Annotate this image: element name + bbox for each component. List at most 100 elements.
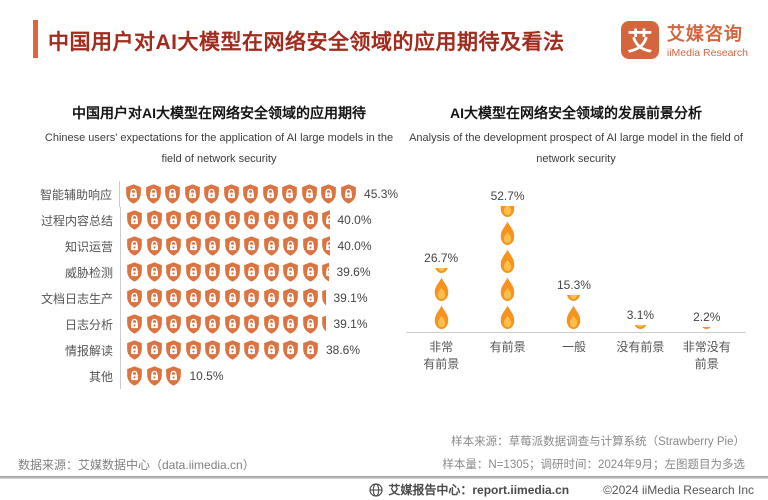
shield-lock-icon	[281, 184, 298, 204]
table-row: 知识运营 40.0%	[40, 233, 398, 259]
brand-logo: 艾 艾媒咨询 iiMedia Research	[620, 20, 748, 59]
table-row: 情报解读 38.6%	[40, 337, 398, 363]
icon-bar	[120, 207, 333, 233]
shield-lock-icon	[126, 210, 143, 230]
shield-lock-icon	[146, 236, 163, 256]
flame-bar: 3.1%	[607, 308, 673, 332]
brand-name-cn: 艾媒咨询	[666, 24, 743, 44]
shield-lock-icon	[301, 184, 318, 204]
icon-bar	[120, 311, 329, 337]
sample-size-note: 样本量：N=1305；调研时间：2024年9月；左图题目为多选	[442, 459, 745, 471]
expectations-pictogram-chart: 中国用户对AI大模型在网络安全领域的应用期待 Chinese users' ex…	[40, 103, 398, 389]
shield-lock-icon	[165, 366, 182, 386]
category-label: 其他	[88, 369, 113, 384]
shield-lock-icon	[165, 340, 182, 360]
axis-category-label: 有前景	[489, 340, 526, 354]
shield-lock-icon	[204, 262, 221, 282]
value-label: 39.6%	[336, 265, 371, 279]
shield-lock-icon-partial	[321, 288, 326, 308]
shield-lock-icon	[302, 288, 319, 308]
icon-bar	[120, 337, 321, 363]
flame-icon	[494, 276, 521, 304]
shield-lock-icon	[126, 366, 143, 386]
shield-lock-icon	[282, 314, 299, 334]
shield-lock-icon	[185, 340, 202, 360]
value-label: 39.1%	[333, 291, 368, 305]
shield-lock-icon	[145, 184, 162, 204]
data-source-note: 数据来源：艾媒数据中心（data.iimedia.cn）	[18, 458, 255, 472]
shield-lock-icon	[282, 262, 299, 282]
header: 中国用户对AI大模型在网络安全领域的应用期待及看法 艾 艾媒咨询 iiMedia…	[33, 18, 748, 64]
table-row: 过程内容总结 40.0%	[40, 207, 398, 233]
shield-lock-icon	[165, 288, 182, 308]
flame-icon	[428, 276, 455, 304]
brand-logo-icon: 艾	[620, 20, 659, 59]
shield-lock-icon	[185, 210, 202, 230]
table-row: 日志分析 39.1%	[40, 311, 398, 337]
sample-notes: 样本来源：草莓派数据调查与计算系统（Strawberry Pie） 样本量：N=…	[442, 431, 745, 477]
axis-category-label: 非常 有前景	[423, 340, 460, 371]
flame-stack	[693, 327, 720, 332]
charts-area: 中国用户对AI大模型在网络安全领域的应用期待 Chinese users' ex…	[40, 103, 746, 389]
icon-bar	[119, 181, 359, 207]
shield-lock-icon	[126, 314, 143, 334]
right-chart-subtitle: Analysis of the development prospect of …	[409, 132, 743, 165]
footer-divider	[0, 476, 768, 479]
shield-lock-icon	[185, 262, 202, 282]
shield-lock-icon	[263, 262, 280, 282]
axis-category-label: 非常没有 前景	[682, 340, 731, 371]
shield-lock-icon	[321, 210, 330, 230]
category-label: 文档日志生产	[40, 291, 113, 306]
sample-source-note: 样本来源：草莓派数据调查与计算系统（Strawberry Pie）	[451, 436, 745, 448]
flame-bar: 15.3%	[541, 278, 607, 332]
shield-lock-icon	[282, 236, 299, 256]
table-row: 文档日志生产 39.1%	[40, 285, 398, 311]
shield-lock-icon	[243, 236, 260, 256]
icon-bar	[120, 363, 185, 389]
flame-stack	[560, 295, 587, 332]
category-label: 日志分析	[64, 317, 113, 332]
flame-icon	[494, 206, 521, 220]
flame-icon	[560, 295, 587, 304]
shield-lock-icon	[146, 262, 163, 282]
flame-bar: 52.7%	[474, 189, 540, 332]
flame-icon	[428, 304, 455, 332]
flame-bar: 26.7%	[408, 251, 474, 332]
flame-icon	[494, 304, 521, 332]
flame-icon	[494, 220, 521, 248]
shield-lock-icon	[302, 210, 319, 230]
shield-lock-icon	[146, 210, 163, 230]
flame-stack	[494, 206, 521, 332]
shield-lock-icon	[165, 210, 182, 230]
shield-lock-icon	[302, 236, 319, 256]
shield-lock-icon	[223, 184, 240, 204]
title-accent-bar	[33, 20, 38, 58]
shield-lock-icon	[185, 314, 202, 334]
value-label: 26.7%	[424, 251, 459, 265]
shield-lock-icon	[263, 340, 280, 360]
shield-lock-icon	[185, 288, 202, 308]
left-chart-subtitle: Chinese users' expectations for the appl…	[44, 132, 394, 165]
shield-lock-icon	[243, 314, 260, 334]
shield-lock-icon	[164, 184, 181, 204]
flame-icon	[494, 248, 521, 276]
value-label: 10.5%	[189, 369, 224, 383]
flame-stack	[428, 268, 455, 332]
value-label: 38.6%	[326, 343, 361, 357]
right-chart-title: AI大模型在网络安全领域的发展前景分析	[450, 105, 702, 121]
shield-lock-icon	[263, 288, 280, 308]
shield-lock-icon	[302, 314, 319, 334]
flame-bars: 26.7% 52.7% 15.3% 3.1% 2.2%	[406, 176, 746, 333]
shield-lock-icon	[263, 236, 280, 256]
shield-lock-icon	[126, 236, 143, 256]
icon-bar	[120, 233, 333, 259]
category-label: 过程内容总结	[40, 213, 113, 228]
shield-lock-icon	[204, 314, 221, 334]
shield-lock-icon	[224, 262, 241, 282]
flame-stack	[627, 325, 654, 332]
shield-lock-icon	[184, 184, 201, 204]
icon-bar	[120, 259, 332, 285]
shield-lock-icon	[165, 262, 182, 282]
shield-lock-icon	[203, 184, 220, 204]
flame-bar: 2.2%	[674, 310, 740, 332]
